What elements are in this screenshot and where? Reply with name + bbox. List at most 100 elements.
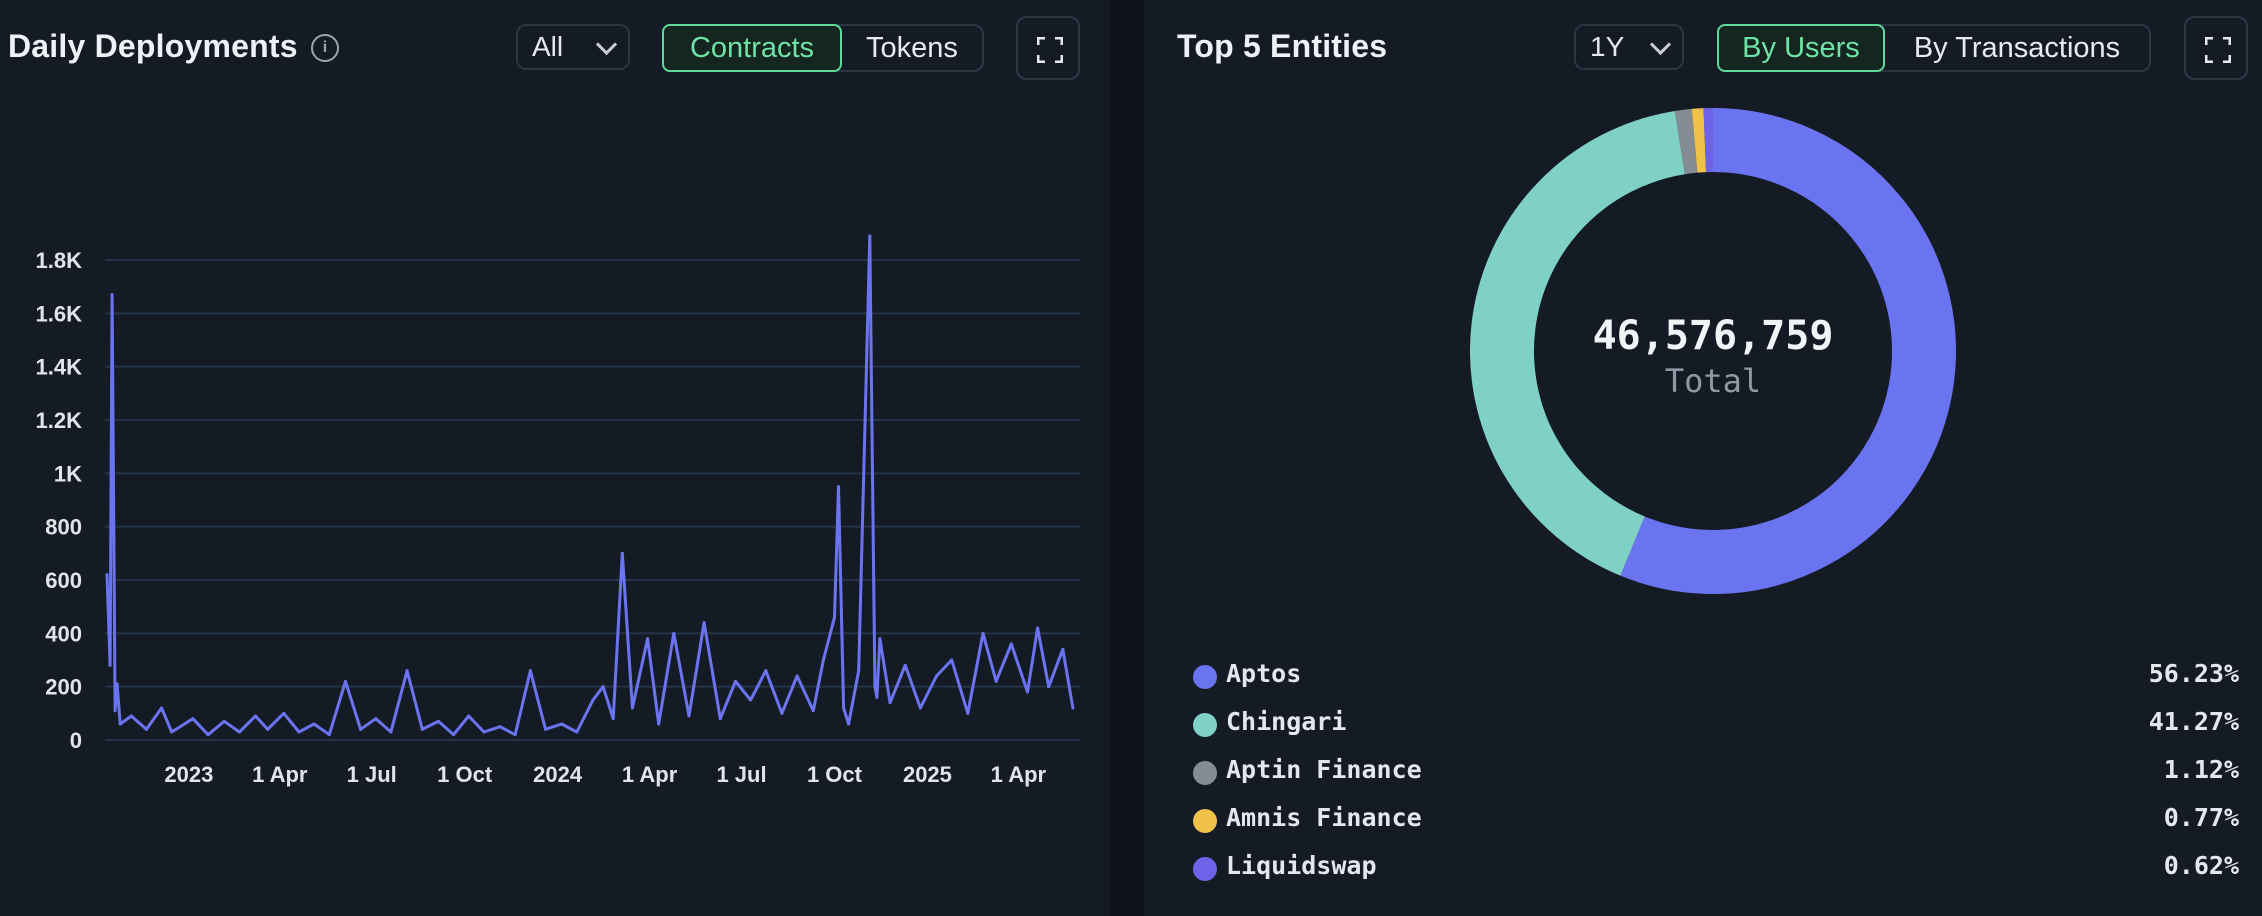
donut-slice-aptin-finance[interactable] <box>1674 108 1698 175</box>
legend-dot <box>1193 761 1217 785</box>
data-point <box>672 631 676 635</box>
data-point <box>513 733 517 737</box>
data-point <box>115 682 119 686</box>
data-point <box>764 669 768 673</box>
x-tick-label: 2024 <box>533 762 583 787</box>
data-point <box>266 727 270 731</box>
data-point <box>160 706 164 710</box>
donut-total-value: 46,576,759 <box>1592 313 1834 359</box>
data-point <box>118 722 122 726</box>
legend-pct: 0.62% <box>2163 851 2239 880</box>
data-point <box>903 663 907 667</box>
data-point <box>560 722 564 726</box>
tokens-tab[interactable]: Tokens <box>866 32 958 64</box>
by-transactions-tab[interactable]: By Transactions <box>1913 32 2121 64</box>
deployments-expand-button[interactable] <box>1016 16 1080 80</box>
y-tick-label: 1.2K <box>36 408 83 433</box>
y-tick-label: 800 <box>45 515 82 540</box>
data-point <box>646 637 650 641</box>
data-point <box>1061 647 1065 651</box>
data-point <box>374 717 378 721</box>
legend-pct: 0.77% <box>2163 803 2239 832</box>
daily-deployments-chart: 0 200 400 600 800 1K 1.2K 1.4K 1.6K 1.8K 2023 1 Ap… <box>36 234 1080 787</box>
y-axis-labels: 0 200 400 600 800 1K 1.2K 1.4K 1.6K 1.8K <box>36 248 83 753</box>
data-point <box>868 234 872 238</box>
data-point <box>312 722 316 726</box>
entities-title: Top 5 Entities <box>1177 28 1388 64</box>
legend-item-aptin-finance[interactable]: Aptin Finance 1.12% <box>1193 751 2239 791</box>
data-point <box>254 714 258 718</box>
legend-dot <box>1193 857 1217 881</box>
y-tick-label: 1.8K <box>36 248 83 273</box>
daily-deployments-panel <box>0 0 1110 916</box>
data-point <box>966 711 970 715</box>
data-point <box>878 637 882 641</box>
chevron-down-icon <box>595 33 618 56</box>
x-tick-label: 2025 <box>903 762 952 787</box>
panel-divider <box>1110 0 1144 916</box>
data-point <box>1009 642 1013 646</box>
data-point <box>1025 690 1029 694</box>
data-point <box>206 733 210 737</box>
entities-expand-button[interactable] <box>2184 16 2248 80</box>
data-point <box>129 714 133 718</box>
data-point <box>657 722 661 726</box>
x-tick-label: 1 Oct <box>437 762 493 787</box>
legend-dot <box>1193 713 1217 737</box>
contracts-tokens-toggle: Contracts Tokens <box>662 24 984 72</box>
by-users-tab[interactable]: By Users <box>1717 24 1885 72</box>
data-point <box>1071 706 1075 710</box>
data-point <box>482 730 486 734</box>
info-icon[interactable]: i <box>311 34 339 62</box>
data-point <box>191 717 195 721</box>
contracts-tab[interactable]: Contracts <box>662 24 842 72</box>
x-tick-label: 2023 <box>164 762 213 787</box>
data-point <box>687 714 691 718</box>
data-point <box>144 727 148 731</box>
data-point <box>222 719 226 723</box>
data-point <box>718 717 722 721</box>
data-point <box>359 727 363 731</box>
data-point <box>343 679 347 683</box>
donut-slice-amnis-finance[interactable] <box>1691 108 1707 173</box>
expand-icon <box>1037 37 1063 63</box>
legend-name: Amnis Finance <box>1226 803 1422 832</box>
data-point <box>1047 685 1051 689</box>
legend-name: Aptin Finance <box>1226 755 1422 784</box>
data-point <box>857 669 861 673</box>
data-point <box>601 685 605 689</box>
data-point <box>935 674 939 678</box>
legend-pct: 41.27% <box>2148 707 2239 736</box>
data-point <box>821 658 825 662</box>
chevron-down-icon <box>1649 33 1672 56</box>
data-point <box>847 722 851 726</box>
entities-donut: 46,576,759 Total <box>1470 108 1956 594</box>
legend-name: Aptos <box>1226 659 1302 688</box>
x-tick-label: 1 Apr <box>622 762 678 787</box>
users-transactions-toggle: By Users By Transactions <box>1717 24 2151 72</box>
data-point <box>981 631 985 635</box>
data-point <box>436 719 440 723</box>
legend-item-aptos[interactable]: Aptos 56.23% <box>1193 655 2239 695</box>
y-tick-label: 1.6K <box>36 301 83 326</box>
data-point <box>575 730 579 734</box>
donut-slice-chingari[interactable] <box>1470 111 1686 576</box>
y-tick-label: 400 <box>45 621 82 646</box>
legend-item-liquidswap[interactable]: Liquidswap 0.62% <box>1193 847 2239 887</box>
data-point <box>110 293 114 297</box>
data-point <box>873 685 877 689</box>
data-point <box>237 730 241 734</box>
data-point <box>105 573 109 577</box>
data-point <box>1036 626 1040 630</box>
data-point <box>389 730 393 734</box>
legend-item-chingari[interactable]: Chingari 41.27% <box>1193 703 2239 743</box>
data-point <box>498 725 502 729</box>
range-select[interactable]: All <box>516 24 630 70</box>
deployments-series-line <box>105 234 1075 737</box>
donut-slice-aptos[interactable] <box>1620 108 1956 594</box>
data-point <box>611 717 615 721</box>
entities-range-select[interactable]: 1Y <box>1574 24 1684 70</box>
legend-item-amnis-finance[interactable]: Amnis Finance 0.77% <box>1193 799 2239 839</box>
data-point <box>950 658 954 662</box>
data-point <box>875 695 879 699</box>
